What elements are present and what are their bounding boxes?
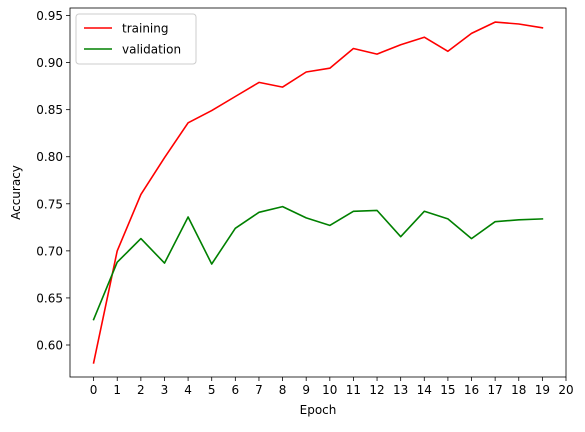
legend-box [75, 13, 197, 65]
plot-area [69, 7, 567, 378]
y-tick-label: 0.85 [36, 103, 63, 117]
plot-frame [69, 7, 567, 378]
x-tick-label: 0 [90, 383, 98, 397]
x-tick-label: 18 [511, 383, 526, 397]
x-tick-label: 15 [440, 383, 455, 397]
x-tick-label: 14 [417, 383, 432, 397]
y-tick-label: 0.75 [36, 197, 63, 211]
y-axis-label: Accuracy [9, 165, 23, 220]
x-tick-label: 8 [279, 383, 287, 397]
x-tick-label: 13 [393, 383, 408, 397]
x-tick-label: 4 [184, 383, 192, 397]
series-layer [92, 21, 544, 364]
x-tick-label: 11 [346, 383, 361, 397]
x-tick-label: 7 [255, 383, 263, 397]
y-axis-ticks: 0.60 0.65 0.70 0.75 0.80 0.85 0.90 0.95 [36, 9, 70, 352]
y-tick-label: 0.70 [36, 244, 63, 258]
x-tick-label: 16 [464, 383, 479, 397]
x-tick-label: 10 [322, 383, 337, 397]
series-line-training [92, 21, 544, 364]
x-tick-label: 19 [535, 383, 550, 397]
x-tick-label: 6 [232, 383, 240, 397]
x-tick-label: 2 [137, 383, 145, 397]
y-tick-label: 0.65 [36, 291, 63, 305]
x-tick-label: 3 [161, 383, 169, 397]
y-tick-label: 0.90 [36, 56, 63, 70]
x-tick-label: 9 [302, 383, 310, 397]
y-tick-label: 0.80 [36, 150, 63, 164]
x-tick-label: 1 [113, 383, 121, 397]
series-line-validation [92, 205, 544, 321]
y-tick-label: 0.95 [36, 9, 63, 23]
x-axis-label: Epoch [300, 403, 337, 417]
legend-label-training: training [122, 22, 169, 36]
y-tick-label: 0.60 [36, 338, 63, 352]
legend-label-validation: validation [122, 43, 181, 57]
x-tick-label: 12 [369, 383, 384, 397]
x-axis-ticks: 0 1 2 3 4 5 6 7 8 9 10 11 12 13 14 15 16 17 18 19 20 [90, 377, 574, 397]
x-tick-label: 17 [488, 383, 503, 397]
x-tick-label: 20 [558, 383, 573, 397]
x-tick-label: 5 [208, 383, 216, 397]
legend: training validation [75, 13, 197, 65]
